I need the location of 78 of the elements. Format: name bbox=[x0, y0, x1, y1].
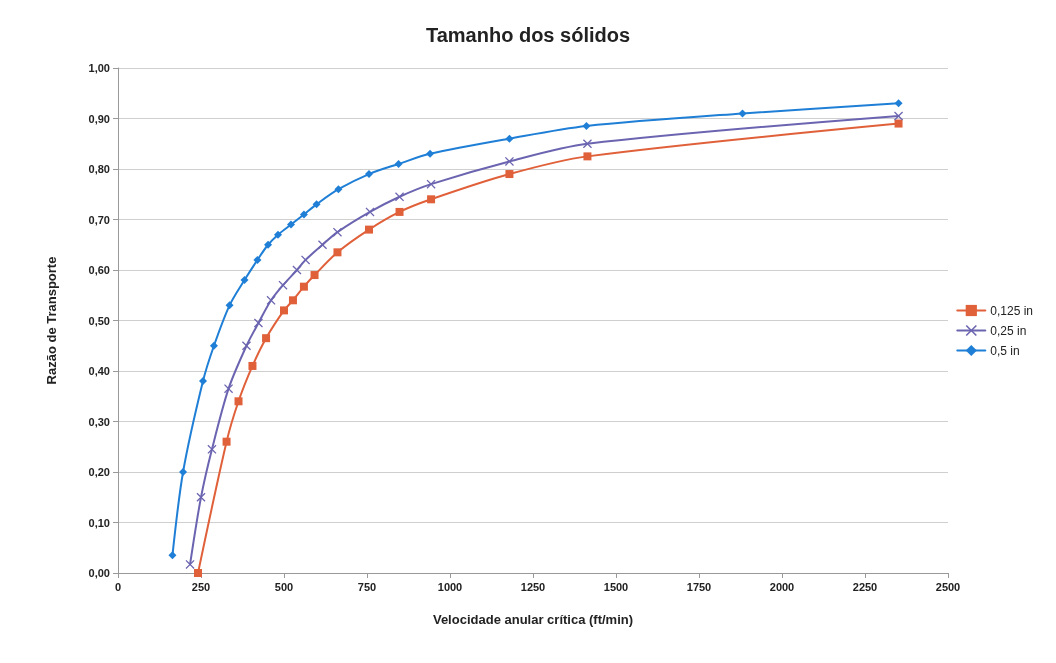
point bbox=[198, 377, 207, 386]
point bbox=[505, 170, 514, 179]
point bbox=[583, 152, 592, 161]
point bbox=[310, 271, 319, 280]
point bbox=[299, 282, 308, 291]
point bbox=[299, 210, 308, 219]
point bbox=[582, 139, 592, 149]
point bbox=[209, 341, 218, 350]
chart-title: Tamanho dos sólidos bbox=[425, 24, 631, 46]
x-tick-label: 1750 bbox=[686, 580, 712, 593]
point bbox=[240, 276, 249, 285]
y-tick-label: 0,20 bbox=[88, 466, 110, 478]
point bbox=[224, 384, 234, 394]
point bbox=[427, 195, 436, 204]
point bbox=[278, 280, 288, 290]
point bbox=[253, 318, 263, 328]
point bbox=[395, 207, 404, 216]
point bbox=[207, 444, 217, 454]
point bbox=[364, 225, 373, 234]
point bbox=[505, 134, 514, 143]
x-tick-label: 750 bbox=[357, 580, 377, 593]
point bbox=[894, 111, 904, 121]
point bbox=[394, 159, 403, 168]
point bbox=[426, 149, 435, 158]
legend-label: 0,125 in bbox=[990, 303, 1033, 318]
y-tick-label: 0,40 bbox=[88, 365, 110, 377]
x-tick-label: 2500 bbox=[935, 580, 961, 593]
point bbox=[318, 240, 328, 250]
y-tick-label: 0,00 bbox=[88, 567, 110, 579]
point bbox=[241, 341, 251, 351]
y-tick-label: 0,90 bbox=[88, 112, 110, 125]
point bbox=[222, 437, 231, 446]
point bbox=[894, 99, 903, 108]
x-tick-label: 0 bbox=[114, 580, 122, 593]
point bbox=[738, 109, 747, 118]
point bbox=[395, 192, 405, 202]
point bbox=[185, 559, 195, 569]
point bbox=[301, 255, 311, 265]
point bbox=[179, 468, 188, 476]
point bbox=[894, 119, 903, 128]
x-tick-label: 1250 bbox=[520, 580, 546, 593]
point bbox=[280, 306, 288, 315]
y-tick-label: 1,00 bbox=[88, 62, 110, 74]
point bbox=[333, 248, 342, 257]
y-tick-label: 0,30 bbox=[88, 415, 110, 428]
x-tick-label: 2000 bbox=[769, 580, 795, 593]
point bbox=[266, 295, 276, 305]
point bbox=[288, 296, 297, 305]
y-tick-label: 0,80 bbox=[88, 163, 110, 175]
y-axis-title: Razão de Transporte bbox=[44, 256, 59, 385]
point bbox=[582, 122, 591, 131]
point bbox=[264, 240, 273, 249]
point bbox=[225, 301, 234, 310]
y-tick-label: 0,70 bbox=[88, 213, 110, 226]
point bbox=[312, 200, 321, 209]
y-tick-label: 0,50 bbox=[88, 314, 110, 327]
point bbox=[262, 334, 271, 343]
point bbox=[248, 361, 257, 370]
point bbox=[234, 397, 243, 406]
x-axis-title: Velocidade anular crítica (ft/min) bbox=[432, 612, 634, 627]
point bbox=[286, 220, 295, 229]
point bbox=[168, 551, 177, 560]
legend-label: 0,25 in bbox=[990, 323, 1027, 338]
y-tick-label: 0,10 bbox=[88, 516, 110, 529]
point bbox=[196, 492, 206, 502]
point bbox=[274, 230, 283, 239]
point bbox=[334, 185, 343, 194]
y-tick-label: 0,60 bbox=[88, 264, 110, 276]
x-tick-label: 250 bbox=[191, 580, 211, 593]
x-tick-label: 500 bbox=[274, 580, 294, 593]
legend-label: 0,5 in bbox=[990, 343, 1020, 358]
x-tick-label: 1000 bbox=[437, 580, 463, 593]
x-tick-label: 1500 bbox=[603, 580, 629, 593]
point bbox=[253, 255, 262, 264]
point bbox=[194, 569, 203, 577]
x-tick-label: 2250 bbox=[852, 580, 878, 593]
point bbox=[364, 170, 373, 179]
point bbox=[332, 227, 342, 237]
